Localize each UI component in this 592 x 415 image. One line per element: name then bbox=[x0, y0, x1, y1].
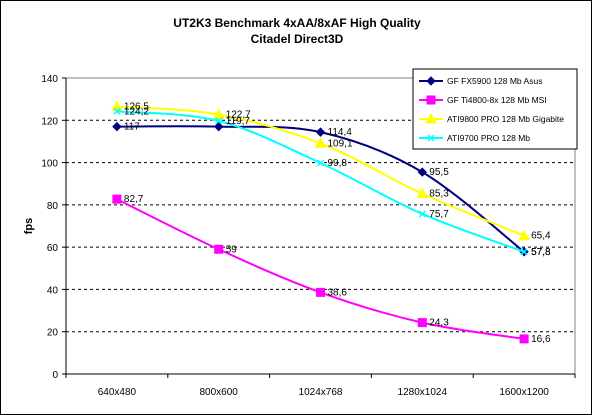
data-point bbox=[212, 108, 225, 120]
x-tick-label: 1280x1024 bbox=[398, 387, 448, 398]
y-axis-label: fps bbox=[23, 218, 35, 235]
legend-label: GF Ti4800-8x 128 Mb MSI bbox=[447, 95, 547, 105]
data-label: 95,5 bbox=[429, 167, 449, 178]
y-tick-label: 0 bbox=[52, 370, 58, 381]
legend: GF FX5900 128 Mb Asus GF Ti4800-8x 128 Mb… bbox=[412, 68, 578, 150]
data-point bbox=[316, 287, 325, 297]
x-tick-label: 1024x768 bbox=[299, 387, 343, 398]
data-point bbox=[214, 244, 224, 254]
data-point bbox=[518, 229, 530, 241]
data-label: 109,1 bbox=[328, 138, 353, 149]
data-point-stroke bbox=[427, 134, 435, 142]
series-4: 124,2 119,7 99,8 75,7 57,8 bbox=[113, 106, 551, 258]
data-point bbox=[112, 194, 122, 204]
series-1: 117 114,4 95,5 57,8 bbox=[112, 121, 551, 258]
data-label: 85,3 bbox=[429, 189, 449, 200]
y-tick-label: 140 bbox=[41, 74, 58, 85]
legend-label: ATI9800 PRO 128 Mb Gigabite bbox=[447, 114, 564, 124]
data-label: 38,6 bbox=[328, 287, 348, 298]
data-point bbox=[520, 248, 528, 256]
legend-label: GF FX5900 128 Mb Asus bbox=[447, 76, 542, 86]
data-point bbox=[519, 334, 529, 344]
legend-item: GF FX5900 128 Mb Asus bbox=[419, 76, 542, 86]
data-label: 99,8 bbox=[328, 158, 348, 169]
data-label: 117 bbox=[124, 122, 140, 133]
data-point-stroke bbox=[113, 107, 121, 115]
y-tick-label: 40 bbox=[47, 285, 59, 296]
data-point bbox=[215, 117, 223, 125]
y-tick-label: 20 bbox=[47, 328, 59, 339]
y-tick-label: 60 bbox=[47, 243, 59, 254]
data-point bbox=[112, 121, 122, 132]
data-label: 124,2 bbox=[124, 106, 149, 117]
data-label: 82,7 bbox=[124, 194, 144, 205]
x-tick-label: 1600x1200 bbox=[499, 387, 549, 398]
data-point-stroke bbox=[316, 159, 325, 167]
legend-item: GF Ti4800-8x 128 Mb MSI bbox=[419, 95, 547, 105]
y-tick-label: 80 bbox=[47, 201, 59, 212]
data-label: 114,4 bbox=[328, 127, 353, 138]
data-label: 119,7 bbox=[226, 116, 251, 127]
data-label: 24,3 bbox=[429, 318, 449, 329]
legend-box bbox=[412, 68, 578, 150]
data-point bbox=[417, 167, 428, 177]
data-point bbox=[316, 159, 325, 167]
data-point bbox=[425, 112, 437, 124]
data-point-stroke bbox=[418, 210, 426, 218]
data-point bbox=[426, 76, 436, 86]
y-tick-label: 100 bbox=[41, 159, 58, 170]
data-point-stroke bbox=[215, 117, 223, 125]
series-3: 126,5 122,7 109,1 85,3 65,4 bbox=[111, 100, 551, 242]
x-tick-label: 800x600 bbox=[200, 387, 239, 398]
data-point bbox=[427, 134, 435, 142]
series-2: 82,7 59 38,6 24,3 16,6 bbox=[112, 194, 551, 345]
data-label: 16,6 bbox=[531, 334, 551, 345]
x-tick-label: 640x480 bbox=[98, 387, 137, 398]
legend-item: ATI9700 PRO 128 Mb bbox=[419, 133, 530, 143]
data-label: 57,8 bbox=[531, 247, 551, 258]
chart-subtitle: Citadel Direct3D bbox=[251, 32, 344, 46]
y-tick-label: 120 bbox=[41, 116, 58, 127]
data-point bbox=[418, 210, 426, 218]
data-label: 57,8 bbox=[531, 247, 551, 258]
data-point bbox=[113, 107, 121, 115]
legend-label: ATI9700 PRO 128 Mb bbox=[447, 133, 530, 143]
data-point bbox=[213, 121, 224, 132]
data-point bbox=[314, 137, 327, 148]
data-label: 126,5 bbox=[124, 102, 149, 113]
data-label: 75,7 bbox=[429, 209, 449, 220]
data-point-stroke bbox=[520, 248, 528, 256]
data-point bbox=[416, 187, 429, 199]
data-point bbox=[426, 95, 436, 105]
data-label: 122,7 bbox=[226, 110, 251, 121]
data-point bbox=[417, 318, 427, 328]
data-label: 65,4 bbox=[531, 231, 551, 242]
data-point bbox=[315, 127, 326, 137]
chart-title: UT2K3 Benchmark 4xAA/8xAF High Quality bbox=[173, 16, 421, 30]
legend-item: ATI9800 PRO 128 Mb Gigabite bbox=[419, 112, 564, 124]
data-label: 59 bbox=[226, 244, 238, 255]
